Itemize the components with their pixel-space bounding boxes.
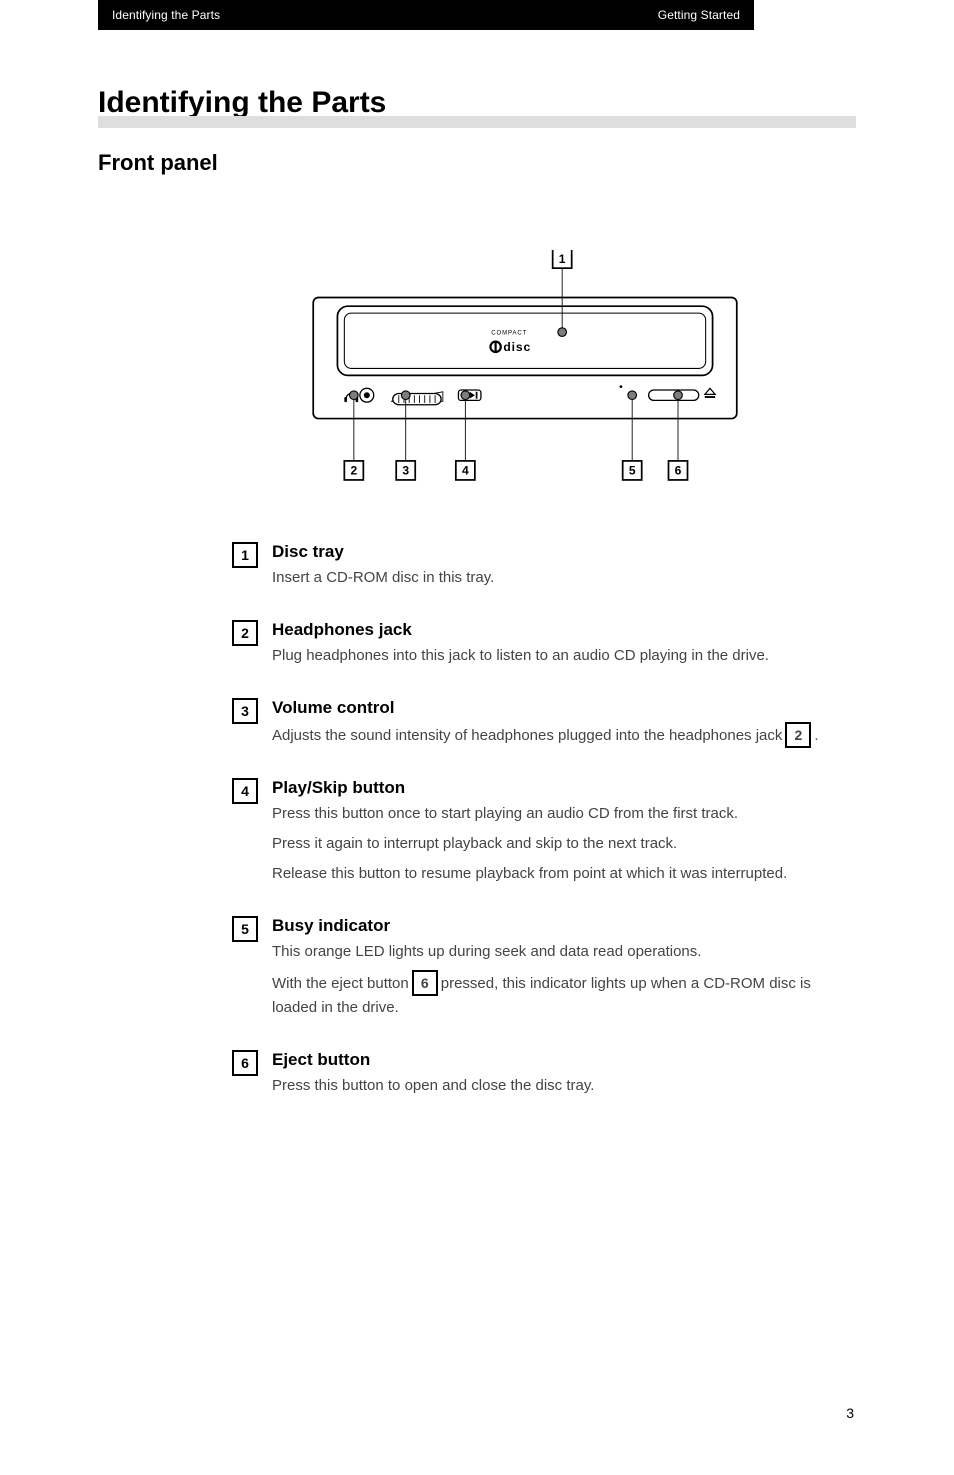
header-right: Getting Started xyxy=(658,8,740,22)
part-item: 4 Play/Skip button Press this button once … xyxy=(232,776,834,892)
part-body: Headphones jack Plug headphones into this… xyxy=(272,618,834,674)
svg-text:COMPACT: COMPACT xyxy=(491,331,527,337)
part-item: 1 Disc tray Insert a CD-ROM disc in this t… xyxy=(232,540,834,596)
part-description: Insert a CD-ROM disc in this tray. xyxy=(272,566,834,590)
part-number: 5 xyxy=(232,916,258,942)
part-item: 2 Headphones jack Plug headphones into thi… xyxy=(232,618,834,674)
header-left: Identifying the Parts xyxy=(112,8,220,22)
header-bar: Identifying the Parts Getting Started xyxy=(98,0,754,30)
sub-heading: Front panel xyxy=(98,150,218,176)
part-number: 6 xyxy=(232,1050,258,1076)
svg-text:3: 3 xyxy=(402,464,409,478)
svg-text:6: 6 xyxy=(675,464,682,478)
svg-text:1: 1 xyxy=(559,252,566,266)
part-item: 5 Busy indicator This orange LED lights up… xyxy=(232,914,834,1026)
part-description: Plug headphones into this jack to listen… xyxy=(272,644,834,668)
front-panel-diagram: COMPACT disc xyxy=(280,250,770,505)
part-number: 3 xyxy=(232,698,258,724)
part-number: 2 xyxy=(232,620,258,646)
part-description: This orange LED lights up during seek an… xyxy=(272,940,834,1020)
svg-text:2: 2 xyxy=(350,464,357,478)
svg-text:5: 5 xyxy=(629,464,636,478)
part-body: Play/Skip button Press this button once t… xyxy=(272,776,834,892)
svg-text:disc: disc xyxy=(503,340,531,354)
part-body: Disc tray Insert a CD-ROM disc in this tr… xyxy=(272,540,834,596)
svg-text:4: 4 xyxy=(462,464,469,478)
page-title: Identifying the Parts xyxy=(98,86,386,120)
part-title: Disc tray xyxy=(272,542,834,562)
part-title: Play/Skip button xyxy=(272,778,834,798)
inline-ref: 2 xyxy=(785,722,811,748)
title-rule xyxy=(98,116,856,128)
part-title: Eject button xyxy=(272,1050,834,1070)
part-number: 1 xyxy=(232,542,258,568)
part-title: Busy indicator xyxy=(272,916,834,936)
part-body: Busy indicator This orange LED lights up … xyxy=(272,914,834,1026)
parts-list: 1 Disc tray Insert a CD-ROM disc in this t… xyxy=(232,540,834,1126)
part-item: 3 Volume control Adjusts the sound intensi… xyxy=(232,696,834,754)
part-title: Volume control xyxy=(272,698,834,718)
part-body: Eject button Press this button to open an… xyxy=(272,1048,834,1104)
page-number: 3 xyxy=(846,1405,854,1421)
inline-ref: 6 xyxy=(412,970,438,996)
part-title: Headphones jack xyxy=(272,620,834,640)
part-body: Volume control Adjusts the sound intensit… xyxy=(272,696,834,754)
part-description: Adjusts the sound intensity of headphone… xyxy=(272,722,834,748)
part-description: Press this button once to start playing … xyxy=(272,802,834,886)
part-description: Press this button to open and close the … xyxy=(272,1074,834,1098)
part-item: 6 Eject button Press this button to open a… xyxy=(232,1048,834,1104)
part-number: 4 xyxy=(232,778,258,804)
